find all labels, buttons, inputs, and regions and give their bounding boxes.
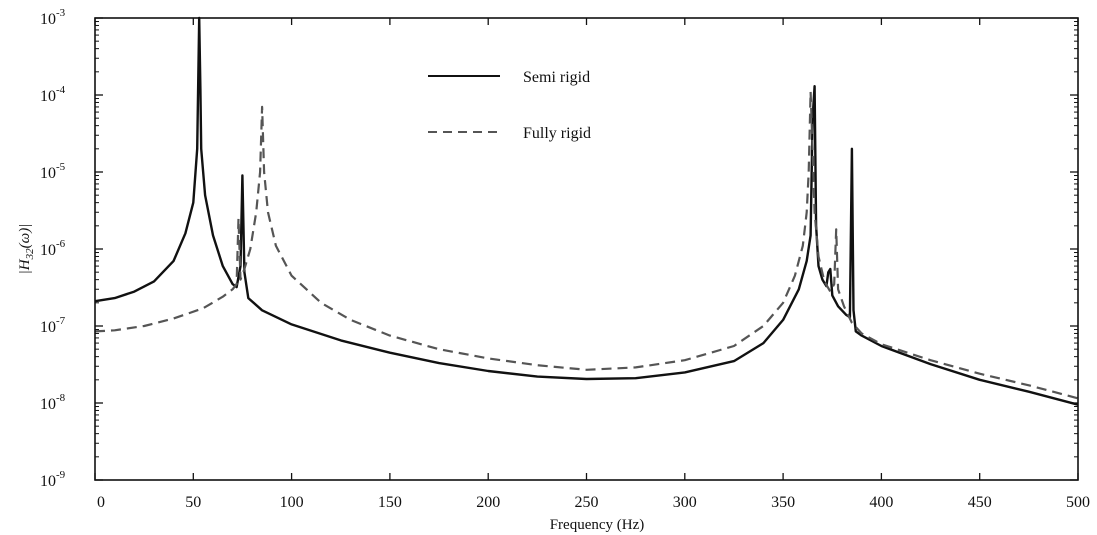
- x-tick-label-300: 300: [673, 494, 697, 511]
- x-tick-label-50: 50: [185, 494, 201, 511]
- x-tick-label-200: 200: [476, 494, 500, 511]
- x-tick-label-350: 350: [771, 494, 795, 511]
- x-tick-label-450: 450: [968, 494, 992, 511]
- x-tick-label-400: 400: [869, 494, 893, 511]
- x-tick-label-150: 150: [378, 494, 402, 511]
- legend-label-semi-rigid: Semi rigid: [523, 69, 590, 86]
- y-tick-label-10-7: 10-7: [40, 315, 66, 336]
- series-line-fully-rigid: [94, 90, 1079, 400]
- y-tick-label-10-3: 10-3: [40, 7, 66, 28]
- legend: Semi rigid Fully rigid: [420, 50, 710, 150]
- legend-label-fully-rigid: Fully rigid: [523, 125, 591, 142]
- series-layer: [94, 16, 1079, 406]
- y-tick-label-10-6: 10-6: [40, 238, 66, 259]
- tick-layer: [94, 17, 1079, 481]
- x-tick-label-250: 250: [575, 494, 599, 511]
- label-layer: 0 50 100 150 200 250 300 350 400 450 500 10-3 10-4 10…: [40, 7, 1090, 511]
- y-tick-label-10-4: 10-4: [40, 84, 66, 105]
- legend-box: [420, 50, 710, 150]
- x-axis-title: Frequency (Hz): [550, 517, 645, 533]
- y-axis-title: |H32(ω)|: [17, 224, 36, 275]
- x-tick-label-0: 0: [97, 494, 105, 511]
- y-tick-label-10-9: 10-9: [40, 469, 66, 490]
- x-tick-label-100: 100: [280, 494, 304, 511]
- y-tick-label-10-5: 10-5: [40, 161, 66, 182]
- y-tick-label-10-8: 10-8: [40, 392, 66, 413]
- x-tick-label-500: 500: [1066, 494, 1090, 511]
